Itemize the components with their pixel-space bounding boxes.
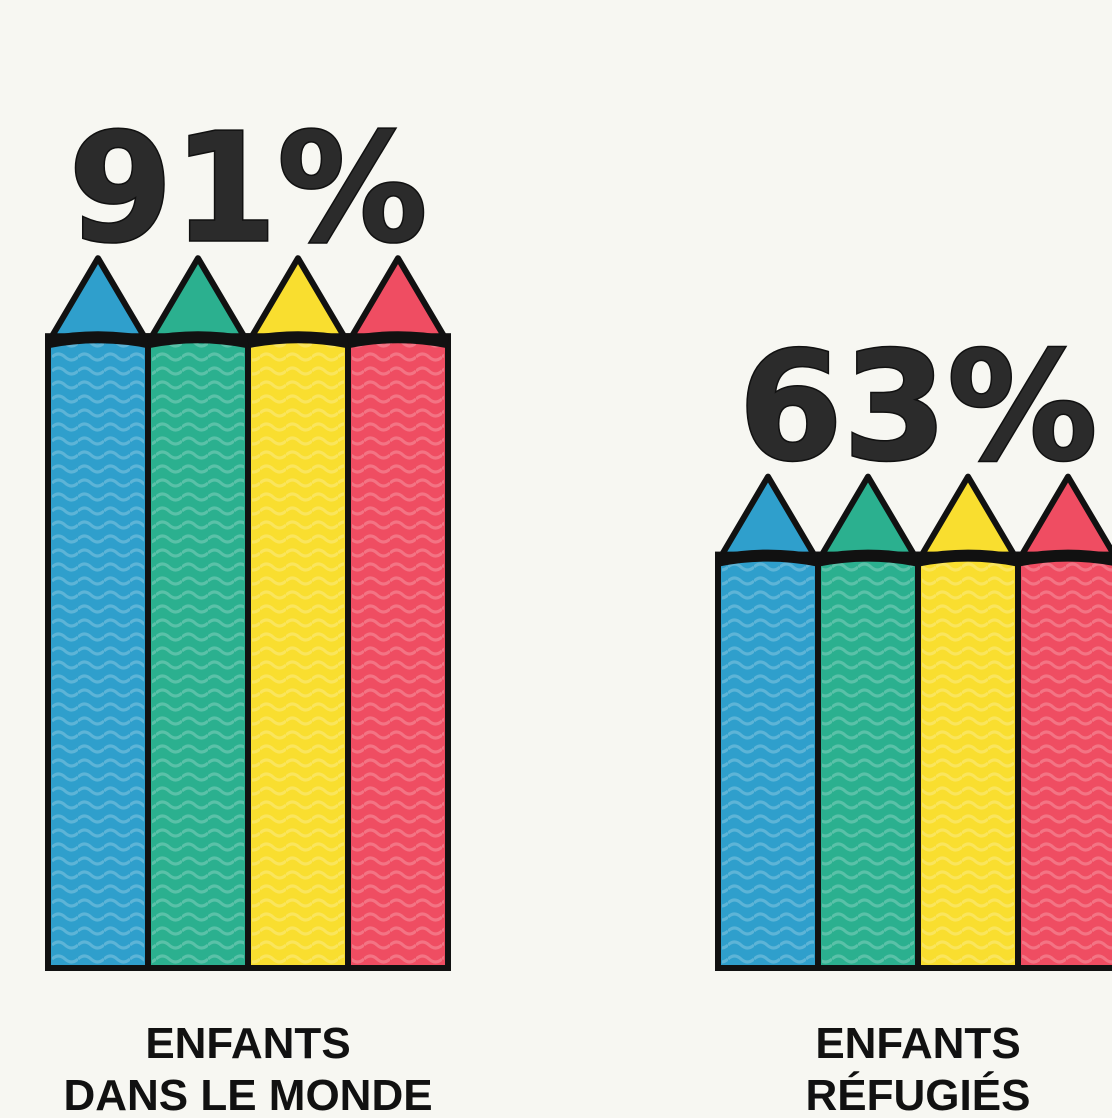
- category-label: DANS LE MONDE: [63, 1071, 432, 1118]
- crayon-band: [916, 549, 1020, 567]
- category-label: ENFANTS: [145, 1019, 350, 1068]
- value-label: 63%: [738, 321, 1097, 495]
- crayon-texture: [252, 340, 344, 964]
- crayon: [715, 473, 821, 971]
- crayon-texture: [922, 558, 1014, 964]
- crayon: [1015, 473, 1112, 971]
- crayon-band: [346, 331, 450, 349]
- crayon-texture: [1022, 558, 1112, 964]
- category-label: ENFANTS: [815, 1019, 1020, 1068]
- crayon: [145, 255, 251, 971]
- crayon-band: [1016, 549, 1112, 567]
- value-label: 91%: [68, 102, 427, 276]
- crayon-band: [816, 549, 920, 567]
- crayon-texture: [352, 340, 444, 964]
- crayon: [815, 473, 921, 971]
- crayon: [915, 473, 1021, 971]
- crayon-texture: [152, 340, 244, 964]
- crayon-texture: [722, 558, 814, 964]
- category-label: RÉFUGIÉS: [806, 1070, 1031, 1118]
- crayon-band: [146, 331, 250, 349]
- crayon: [345, 255, 451, 971]
- crayon-band: [716, 549, 820, 567]
- crayon-texture: [52, 340, 144, 964]
- crayon: [245, 255, 351, 971]
- crayon-texture: [822, 558, 914, 964]
- crayon-band: [246, 331, 350, 349]
- crayon-band: [46, 331, 150, 349]
- crayon: [45, 255, 151, 971]
